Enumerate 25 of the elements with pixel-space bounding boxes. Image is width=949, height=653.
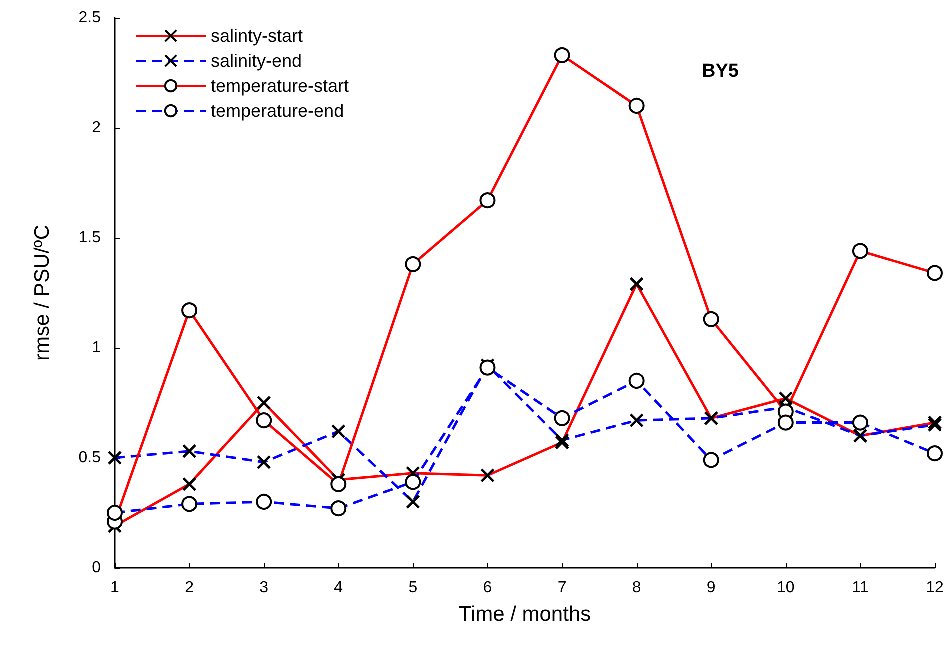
y-tick-label: 2 [92, 120, 102, 136]
y-tick-label: 2.5 [78, 10, 102, 26]
legend-label: temperature-start [211, 76, 350, 96]
x-tick-label: 7 [558, 580, 567, 596]
y-tick-label: 0 [92, 560, 102, 576]
x-tick-label: 4 [334, 580, 344, 596]
legend-label: salinty-start [211, 26, 304, 46]
x-tick-label: 11 [852, 580, 869, 596]
x-axis-title: Time / months [458, 603, 592, 626]
x-tick-label: 9 [706, 580, 716, 596]
legend-label: temperature-end [211, 101, 344, 121]
y-tick-label: 0.5 [78, 450, 102, 466]
annotation: BY5 [702, 61, 740, 82]
x-tick-label: 12 [926, 580, 944, 596]
x-tick-label: 2 [185, 580, 194, 596]
y-axis-title: rmse / PSU/ºC [31, 224, 54, 362]
legend-label: salinity-end [211, 51, 302, 71]
x-tick-label: 6 [483, 580, 492, 596]
x-tick-label: 8 [632, 580, 642, 596]
x-tick-label: 5 [408, 580, 418, 596]
x-tick-label: 1 [110, 580, 120, 596]
y-tick-label: 1 [92, 340, 102, 356]
y-tick-label: 1.5 [78, 230, 102, 246]
x-tick-label: 3 [260, 580, 269, 596]
x-tick-label: 10 [777, 580, 795, 596]
